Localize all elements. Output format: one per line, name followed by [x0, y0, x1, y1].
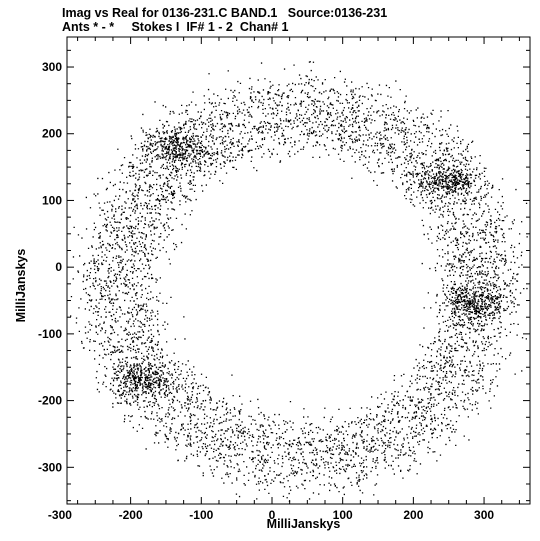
- x-tick-label: 100: [333, 508, 353, 522]
- y-tick-label: 200: [42, 127, 62, 141]
- x-tick-label: 300: [474, 508, 494, 522]
- y-tick-label: 100: [42, 193, 62, 207]
- x-tick-label: -100: [189, 508, 213, 522]
- chart-title: Imag vs Real for 0136-231.C BAND.1 Sourc…: [62, 6, 388, 20]
- x-tick-label: 200: [403, 508, 423, 522]
- y-axis-ticks: -300 -200 -100 0 100 200 300: [38, 49, 530, 502]
- y-tick-label: 300: [42, 60, 62, 74]
- x-axis-label: MilliJanskys: [267, 517, 341, 531]
- y-tick-label: -300: [38, 460, 62, 474]
- data-points: [70, 61, 528, 502]
- y-tick-label: -100: [38, 327, 62, 341]
- x-tick-label: -200: [119, 508, 143, 522]
- y-tick-label: -200: [38, 394, 62, 408]
- chart-subtitle: Ants * - * Stokes I IF# 1 - 2 Chan# 1: [62, 20, 289, 34]
- x-tick-label: -300: [48, 508, 72, 522]
- y-axis-label: MilliJanskys: [14, 249, 28, 323]
- plot-frame: [66, 36, 531, 505]
- scatter-points: [70, 61, 528, 502]
- y-tick-label: 0: [55, 260, 62, 274]
- x-tick-label: 0: [269, 508, 276, 522]
- x-axis-ticks: -300 -200 -100 0 100 200 300: [48, 37, 520, 522]
